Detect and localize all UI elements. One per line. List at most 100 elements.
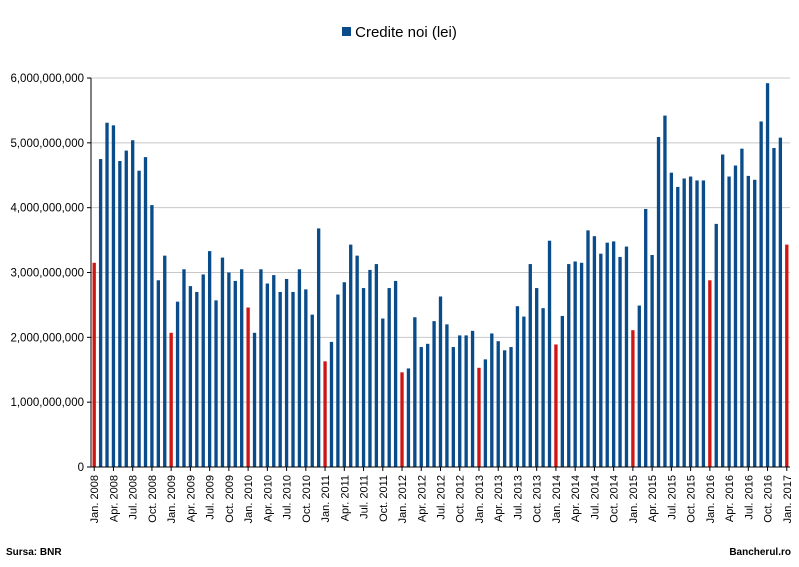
bar bbox=[406, 368, 411, 467]
bar bbox=[272, 275, 276, 467]
bar bbox=[727, 176, 731, 468]
bar bbox=[265, 283, 270, 467]
bar bbox=[753, 179, 757, 468]
bar bbox=[118, 160, 122, 468]
bar bbox=[528, 264, 532, 467]
bar bbox=[195, 291, 199, 467]
bar bbox=[336, 294, 340, 467]
bar bbox=[522, 316, 526, 467]
bar bbox=[560, 315, 565, 467]
bar bbox=[291, 291, 295, 467]
bar bbox=[772, 148, 776, 467]
bar bbox=[419, 347, 423, 467]
bar bbox=[426, 343, 430, 467]
bar bbox=[387, 288, 391, 467]
bar bbox=[355, 255, 359, 467]
bar bbox=[515, 306, 520, 467]
bar bbox=[695, 180, 699, 467]
bar bbox=[368, 269, 372, 467]
x-tick-label: Jul. 2011 bbox=[359, 475, 371, 519]
x-tick-label: Apr. 2011 bbox=[339, 475, 351, 521]
x-tick-label: Oct. 2016 bbox=[763, 475, 775, 523]
bar-january bbox=[785, 244, 789, 467]
bar-january bbox=[477, 367, 481, 467]
source-note: Sursa: BNR bbox=[6, 547, 62, 558]
bar bbox=[131, 140, 135, 468]
x-tick-label: Oct. 2008 bbox=[147, 475, 159, 523]
bar bbox=[438, 296, 443, 467]
bar bbox=[349, 244, 353, 467]
x-tick-label: Jan. 2014 bbox=[551, 475, 563, 523]
bar-january bbox=[246, 307, 250, 467]
bar-january bbox=[400, 372, 404, 467]
bar bbox=[592, 236, 597, 467]
bar-january bbox=[323, 361, 327, 467]
bar-january bbox=[708, 280, 712, 467]
x-tick-label: Jan. 2012 bbox=[397, 475, 409, 523]
bar bbox=[297, 269, 302, 467]
bar bbox=[393, 280, 398, 467]
bar bbox=[637, 305, 641, 467]
bar bbox=[374, 264, 379, 467]
bar bbox=[252, 332, 257, 467]
x-tick-label: Jan. 2015 bbox=[628, 475, 640, 523]
x-tick-label: Oct. 2014 bbox=[609, 475, 621, 523]
y-axis-tick-labels: 0 1,000,000,000 2,000,000,000 3,000,000,000… bbox=[10, 73, 84, 474]
bar bbox=[111, 125, 116, 467]
bar bbox=[547, 240, 552, 467]
x-tick-label: Oct. 2011 bbox=[378, 475, 390, 522]
x-tick-label: Oct. 2010 bbox=[301, 475, 313, 523]
x-tick-label: Jul. 2015 bbox=[666, 475, 678, 520]
x-tick-label: Jan. 2010 bbox=[243, 475, 255, 523]
bar bbox=[163, 255, 167, 467]
bar bbox=[470, 330, 475, 467]
bar bbox=[381, 318, 385, 467]
y-tick-label: 0 bbox=[78, 462, 84, 474]
bar bbox=[284, 278, 289, 467]
bar bbox=[98, 159, 103, 468]
bar bbox=[721, 154, 725, 467]
bar bbox=[496, 341, 500, 467]
bar bbox=[233, 280, 237, 467]
bar bbox=[304, 289, 308, 467]
x-tick-label: Jan. 2009 bbox=[166, 475, 178, 523]
bar bbox=[759, 121, 763, 467]
x-tick-label: Oct. 2012 bbox=[455, 475, 467, 523]
bar bbox=[509, 347, 513, 467]
x-tick-label: Apr. 2010 bbox=[262, 475, 274, 522]
bar bbox=[663, 115, 667, 467]
x-tick-label: Jul. 2012 bbox=[436, 475, 448, 520]
x-tick-label: Jan. 2017 bbox=[782, 475, 794, 523]
bar bbox=[329, 341, 334, 467]
bar bbox=[278, 291, 282, 467]
bar bbox=[137, 170, 141, 467]
legend-label: Credite noi (lei) bbox=[355, 24, 457, 41]
x-tick-label: Apr. 2016 bbox=[724, 475, 736, 522]
x-tick-label: Jul. 2008 bbox=[128, 475, 140, 520]
bar bbox=[573, 261, 577, 467]
axes bbox=[90, 78, 790, 471]
bar bbox=[227, 272, 231, 467]
bar bbox=[316, 228, 321, 467]
bar bbox=[669, 172, 674, 467]
bar bbox=[361, 288, 366, 467]
bar bbox=[214, 300, 218, 467]
legend: Credite noi (lei) bbox=[0, 24, 799, 41]
x-axis-tick-labels: Jan. 2008 Apr. 2008 Jul. 2008 Oct. 2008 Jan.… bbox=[89, 475, 794, 523]
bar bbox=[432, 321, 436, 468]
bar bbox=[201, 274, 205, 467]
bar bbox=[682, 178, 686, 468]
bar bbox=[650, 254, 654, 467]
bar bbox=[207, 251, 212, 467]
x-tick-label: Jul. 2010 bbox=[282, 475, 294, 520]
bar bbox=[586, 230, 590, 467]
bar bbox=[483, 359, 488, 467]
bar bbox=[656, 137, 661, 467]
bar bbox=[502, 350, 507, 467]
bar bbox=[445, 324, 449, 467]
x-tick-label: Apr. 2012 bbox=[416, 475, 428, 522]
bar bbox=[535, 288, 539, 467]
x-tick-label: Jan. 2011 bbox=[320, 475, 332, 523]
bar bbox=[746, 175, 750, 467]
